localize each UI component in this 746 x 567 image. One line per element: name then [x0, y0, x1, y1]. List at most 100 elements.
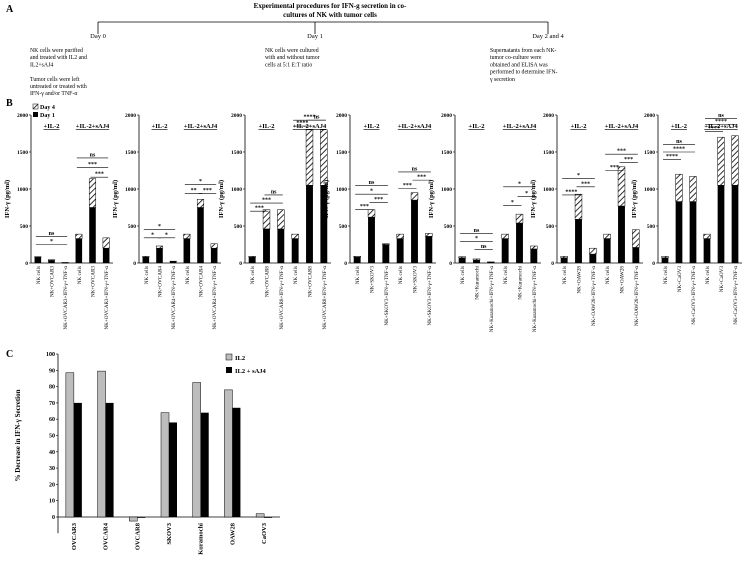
x-tick-label: NK+SKOV3 — [413, 266, 419, 294]
significance-label: *** — [262, 198, 271, 204]
step-day-0: Day 0 — [90, 33, 106, 40]
bar-day1 — [75, 238, 83, 263]
significance-label: * — [158, 224, 161, 230]
significance-label: *** — [360, 204, 369, 210]
bar-day1 — [560, 257, 568, 263]
bar-day1 — [61, 262, 69, 264]
bar-il2-saj4 — [73, 402, 82, 517]
bar-day4 — [155, 245, 164, 249]
significance-label: * — [50, 239, 53, 245]
step-1-line: with and without tumor — [265, 55, 320, 61]
y-axis-label: IFN-γ (pg/ml) — [4, 180, 11, 218]
significance-label: **** — [666, 154, 678, 160]
y-tick-label: 1000 — [336, 187, 347, 193]
y-tick-label: 80 — [49, 385, 55, 391]
panel-c-label: C — [6, 349, 13, 360]
y-tick-label: 10 — [49, 499, 55, 505]
significance-label: *** — [255, 206, 264, 212]
y-tick-label: 1500 — [336, 150, 347, 156]
group-label-il2: +IL-2 — [469, 123, 485, 130]
x-tick-label: NK cells — [355, 266, 361, 284]
bar-day4 — [515, 213, 524, 224]
significance-label: ns — [90, 152, 96, 158]
bar-day1 — [248, 257, 256, 263]
bar-day1 — [589, 254, 597, 263]
bar-day1 — [458, 257, 466, 263]
y-tick-label: 0 — [551, 261, 554, 267]
chart-b-1: 0 500 1000 1500 2000 IFN-γ (pg/ml) +IL-2 +IL-2+… — [4, 113, 113, 330]
x-tick-label: NK+OVCAR3+IFN-γ+TNF-α — [63, 266, 69, 330]
bar-day4 — [320, 129, 328, 186]
bar-day4 — [661, 256, 669, 259]
x-tick-label: NK cells — [36, 266, 42, 284]
bar-day4 — [717, 136, 725, 186]
bar-day1 — [603, 238, 611, 263]
bar-il2 — [65, 372, 75, 518]
bar-il2 — [160, 412, 170, 518]
step-0-line: NK cells were purified — [30, 47, 83, 54]
bar-il2 — [129, 516, 138, 522]
y-tick-label: 0 — [449, 261, 452, 267]
bar-day4 — [47, 259, 56, 261]
bar-day1 — [102, 248, 110, 263]
x-tick-label: NK cells — [144, 266, 150, 284]
y-tick-label: 1000 — [441, 187, 452, 193]
panel-c-chart: 0 10 20 30 40 50 60 70 80 90 100 % Decrease in IFN-… — [14, 352, 280, 555]
significance-label: *** — [88, 162, 97, 168]
significance-label: **** — [715, 119, 727, 125]
group-label-il2: +IL-2 — [44, 123, 60, 130]
group-label-il2: +IL-2 — [571, 123, 587, 130]
bar-day1 — [263, 228, 270, 263]
y-tick-label: 500 — [128, 224, 137, 230]
bar-day4 — [210, 243, 218, 249]
x-tick-label: NK cells — [185, 266, 191, 284]
bar-day1 — [156, 248, 163, 263]
x-tick-label: NK cells — [663, 266, 669, 284]
y-tick-label: 500 — [20, 224, 29, 230]
y-tick-label: 0 — [52, 515, 55, 521]
significance-label: *** — [403, 183, 412, 189]
y-tick-label: 50 — [49, 434, 55, 440]
bar-day1 — [306, 185, 313, 263]
bar-day1 — [717, 185, 725, 263]
bar-day1 — [89, 207, 96, 263]
y-tick-label: 0 — [239, 261, 242, 267]
bar-day1 — [34, 257, 42, 263]
y-tick-label: 2000 — [17, 113, 28, 119]
x-tick-label: NK cells — [562, 266, 568, 284]
bar-day4 — [458, 256, 466, 259]
bar-day1 — [731, 185, 739, 263]
bar-day4 — [703, 233, 711, 239]
significance-label: *** — [624, 157, 633, 163]
y-tick-label: 60 — [49, 417, 55, 423]
bar-day1 — [210, 248, 218, 263]
bar-day4 — [382, 243, 390, 245]
x-tick-label: CaOV3 — [261, 522, 268, 544]
significance-label: ns — [49, 231, 55, 237]
bar-day1 — [169, 261, 177, 263]
y-tick-label: 0 — [133, 261, 136, 267]
bar-day1 — [320, 185, 328, 263]
bar-il2-saj4 — [105, 402, 114, 517]
legend-label-day4: Day 4 — [40, 105, 55, 111]
legend-swatch-il2-saj4 — [226, 367, 232, 373]
bar-day1 — [675, 201, 683, 263]
bar-day4 — [102, 237, 110, 249]
x-tick-label: NK cells — [398, 266, 404, 284]
bar-day1 — [396, 238, 404, 263]
step-2-line: obtained and ELISA was — [490, 62, 549, 68]
x-tick-label: NK+SKOV3+IFN-γ+TNF-α — [427, 266, 433, 326]
significance-label: *** — [417, 175, 426, 181]
x-tick-label: NK+OAW28 — [577, 266, 583, 294]
bar-day4 — [410, 192, 419, 201]
bar-il2 — [224, 389, 233, 518]
x-tick-label: NK+Kuramochi+IFN-γ+TNF-α — [489, 266, 495, 333]
x-tick-label: OAW28 — [229, 522, 236, 545]
x-tick-label: NK+OVCAR8+IFN-γ+TNF-α — [322, 266, 328, 330]
group-label-il2-saj4: +IL-2+sAJ4 — [184, 123, 218, 130]
significance-label: ns — [314, 115, 320, 121]
bar-il2-saj4 — [264, 517, 273, 518]
bar-il2 — [97, 370, 106, 518]
y-tick-label: 70 — [49, 401, 55, 407]
